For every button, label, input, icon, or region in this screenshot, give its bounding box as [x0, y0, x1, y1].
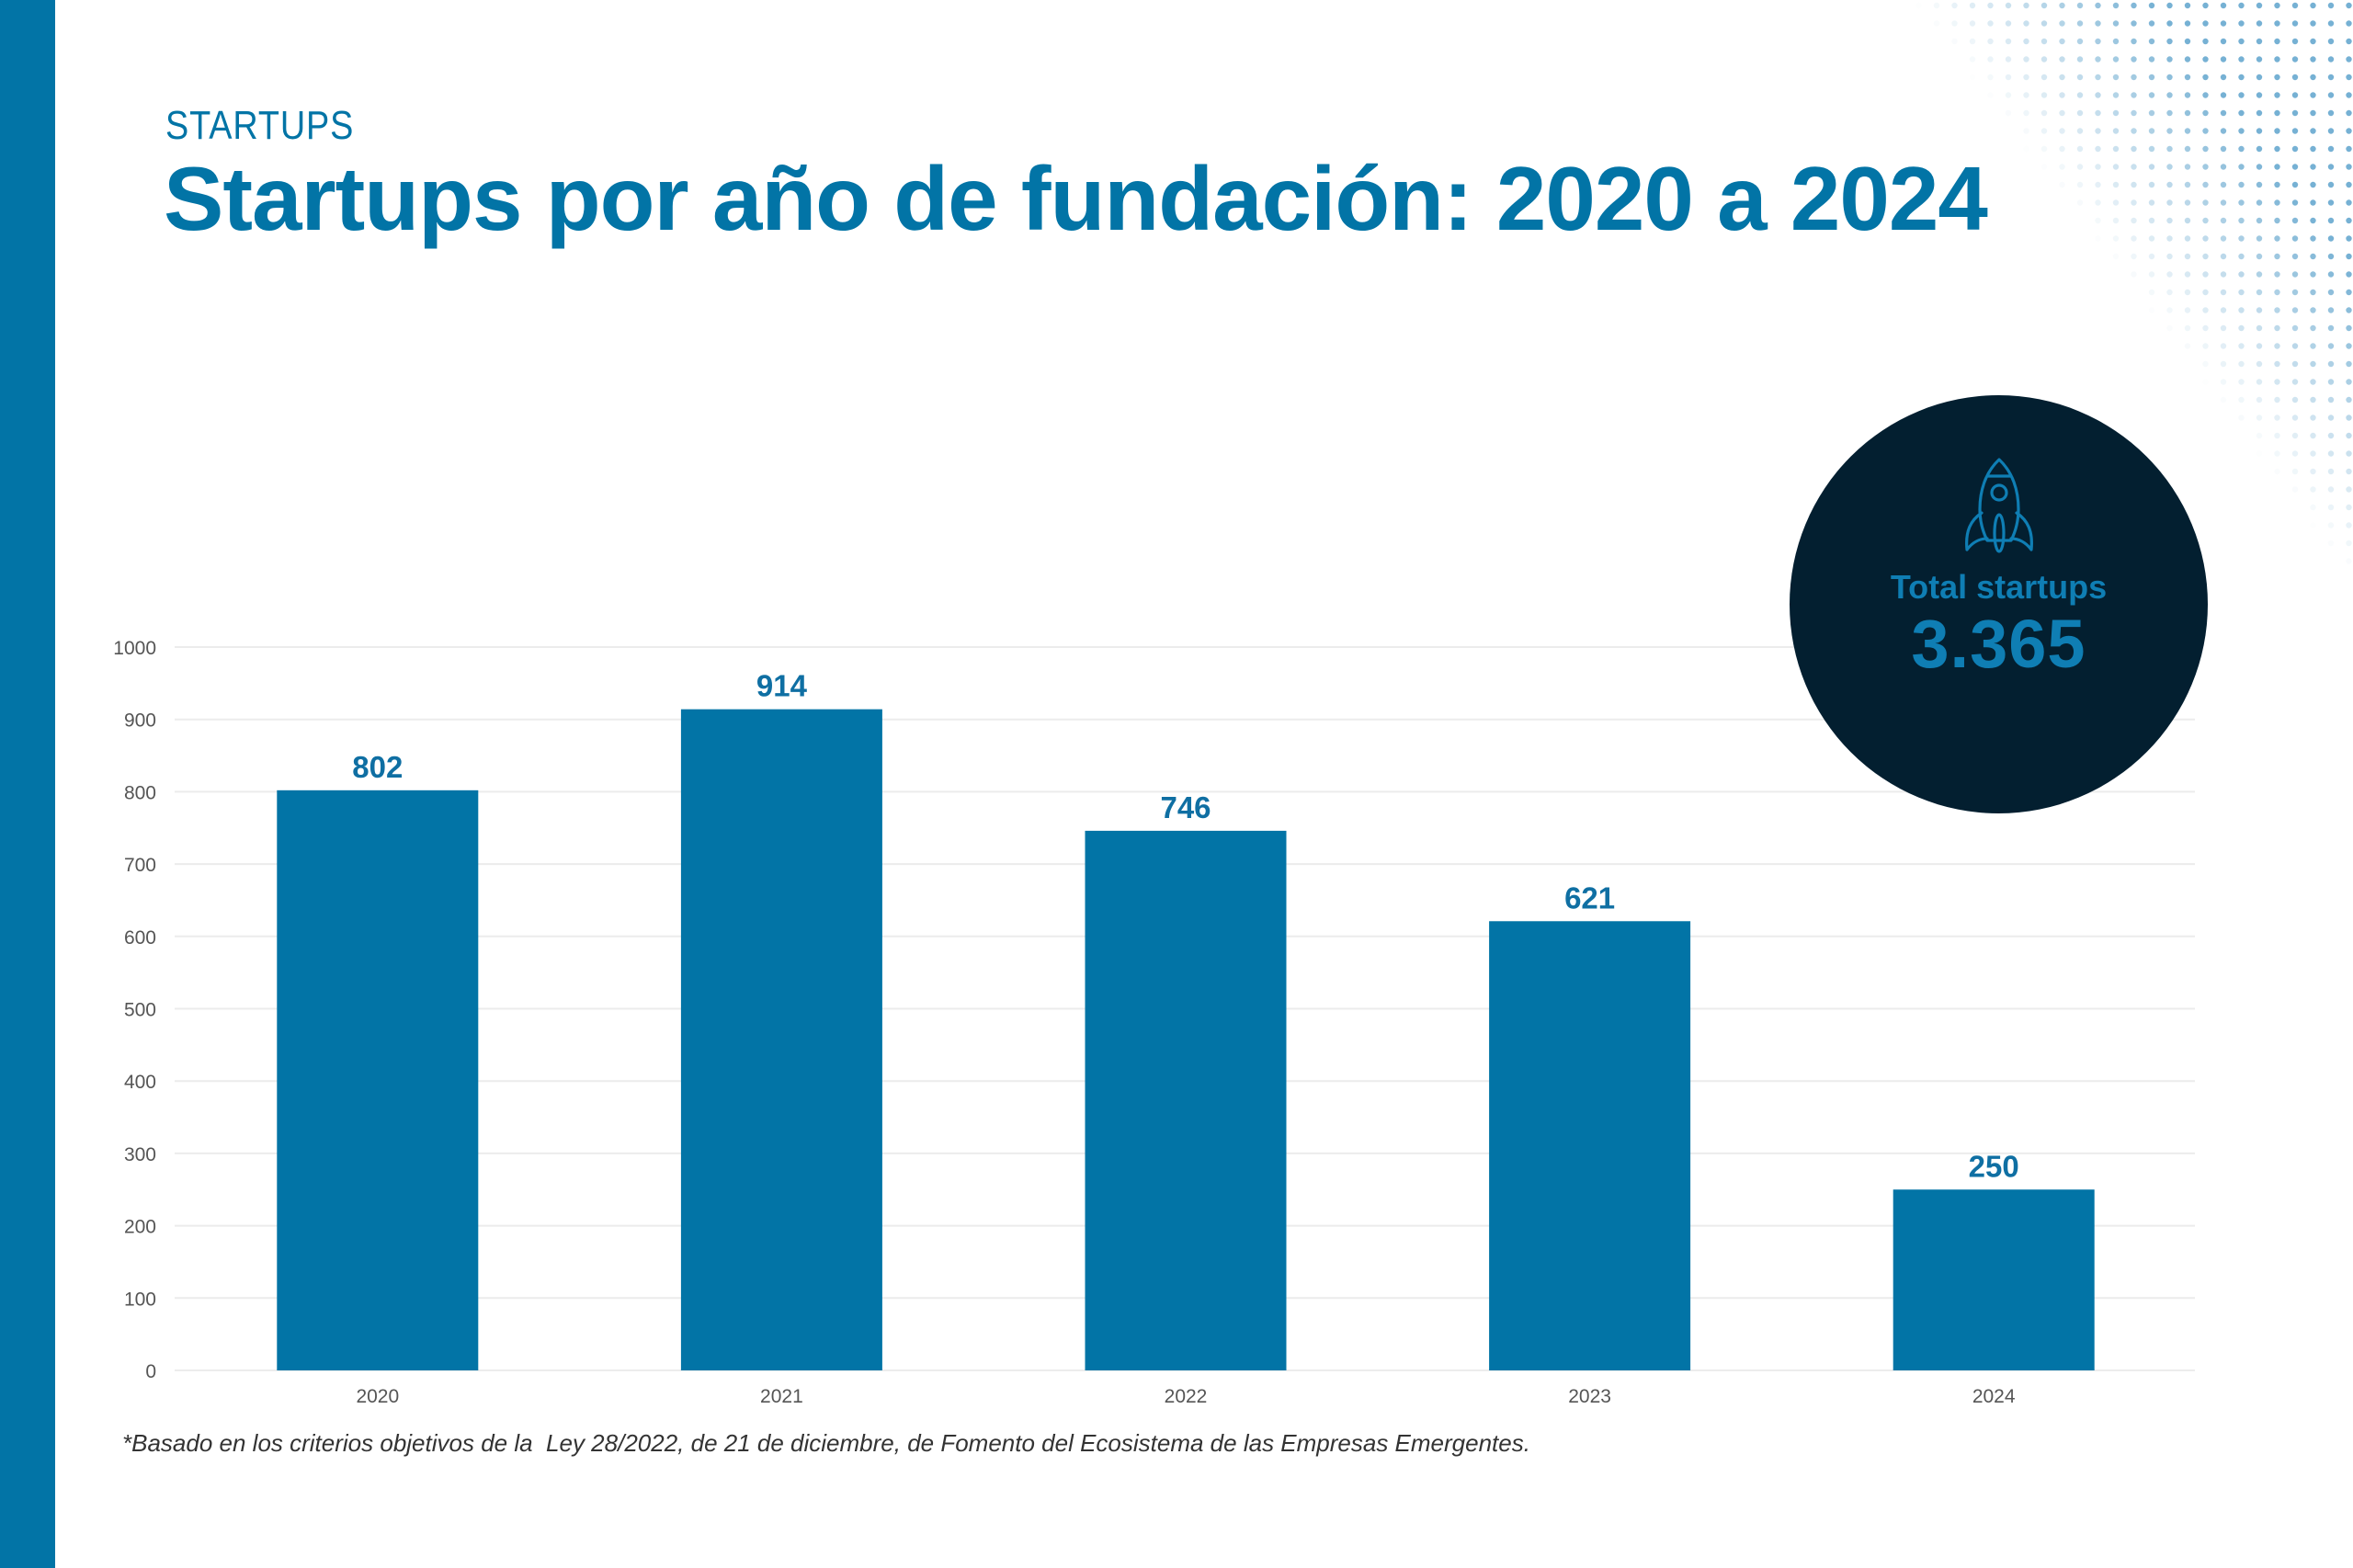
- bar-2024: [1893, 1189, 2095, 1370]
- decorative-dot-pattern: [1933, 2, 2352, 564]
- y-tick-label: 0: [145, 1361, 156, 1382]
- y-tick-label: 1000: [113, 638, 156, 659]
- x-tick-label: 2020: [356, 1386, 399, 1407]
- y-tick-label: 100: [124, 1289, 156, 1310]
- bar-2021: [680, 709, 882, 1370]
- x-tick-label: 2024: [1972, 1386, 2016, 1407]
- value-label: 250: [1969, 1149, 2019, 1183]
- value-label: 802: [352, 750, 403, 784]
- bar-2022: [1085, 830, 1287, 1370]
- y-tick-label: 800: [124, 782, 156, 803]
- x-tick-label: 2021: [760, 1386, 803, 1407]
- kpi-value: 3.365: [1911, 606, 2086, 682]
- value-label: 914: [756, 669, 808, 703]
- x-tick-label: 2022: [1165, 1386, 1208, 1407]
- total-startups-badge: Total startups 3.365: [1790, 395, 2208, 813]
- bar-2023: [1489, 921, 1691, 1370]
- section-eyebrow: STARTUPS: [165, 103, 355, 148]
- y-tick-label: 700: [124, 855, 156, 876]
- bars: [277, 709, 2095, 1370]
- y-tick-label: 400: [124, 1072, 156, 1093]
- bar-2020: [277, 790, 479, 1370]
- brand-side-bar: [0, 0, 55, 1568]
- y-tick-label: 300: [124, 1144, 156, 1165]
- value-label: 621: [1564, 881, 1615, 915]
- page-title: Startups por año de fundación: 2020 a 20…: [164, 148, 1988, 249]
- footnote: *Basado en los criterios objetivos de la…: [122, 1429, 1530, 1457]
- value-labels: 802 914 746 621 250: [352, 669, 2018, 1184]
- y-axis-ticks: 0 100 200 300 400 500 600 700 800 900 1000: [113, 638, 156, 1382]
- y-tick-label: 900: [124, 710, 156, 732]
- y-tick-label: 600: [124, 927, 156, 949]
- y-tick-label: 500: [124, 1000, 156, 1021]
- y-tick-label: 200: [124, 1217, 156, 1238]
- value-label: 746: [1160, 790, 1211, 824]
- x-axis-ticks: 2020 2021 2022 2023 2024: [356, 1386, 2015, 1407]
- x-tick-label: 2023: [1568, 1386, 1611, 1407]
- kpi-label: Total startups: [1890, 568, 2108, 606]
- rocket-icon: [1965, 458, 2033, 553]
